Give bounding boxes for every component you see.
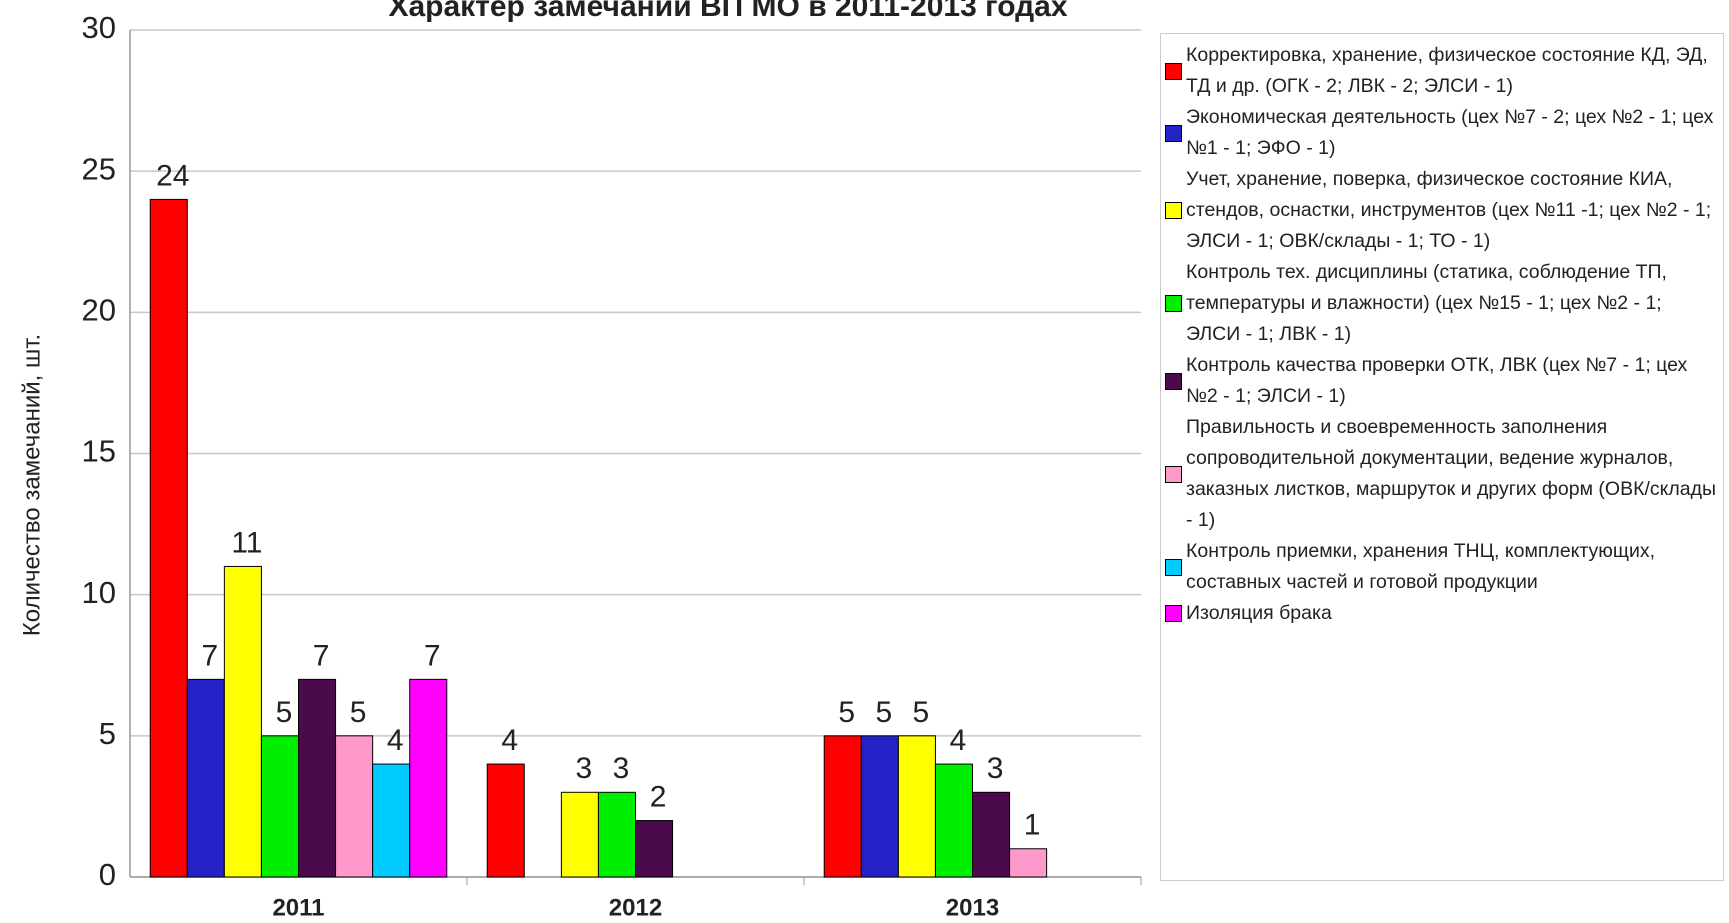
legend-swatch [1165,202,1182,219]
legend-swatch [1165,465,1182,483]
data-label: 3 [987,752,1004,785]
data-label: 5 [875,696,892,729]
bar [560,791,599,878]
bar [635,820,674,878]
bar [372,763,411,878]
legend-entry: Изоляция брака [1165,598,1719,629]
chart-title: Характер замечаний ВП МО в 2011-2013 год… [388,0,1067,23]
y-tick-label: 5 [99,716,116,751]
legend-entry: Экономическая деятельность (цех №7 - 2; … [1165,102,1719,164]
legend-swatch [1165,558,1182,576]
legend-entry: Контроль приемки, хранения ТНЦ, комплект… [1165,536,1719,598]
x-tick-label: 2012 [609,894,662,921]
legend-entry: Контроль тех. дисциплины (статика, соблю… [1165,257,1719,350]
legend-entry: Правильность и своевременность заполнени… [1165,412,1719,536]
x-tick-label: 2013 [946,894,999,921]
legend-label: Изоляция брака [1186,602,1332,624]
legend-label: Контроль тех. дисциплины (статика, соблю… [1186,261,1667,345]
y-axis-label: Количество замечаний, шт. [18,334,45,636]
x-tick-label: 2011 [272,894,324,921]
bar [934,763,973,878]
bar [149,198,188,878]
data-label: 3 [613,752,630,785]
bar [223,565,262,878]
bar [823,735,862,878]
legend-label: Правильность и своевременность заполнени… [1186,416,1716,531]
data-label: 7 [201,639,218,672]
bar [409,678,448,878]
data-label: 5 [276,696,293,729]
data-label: 5 [838,696,855,729]
data-label: 3 [576,752,593,785]
data-label: 4 [501,724,518,757]
legend: Корректировка, хранение, физическое сост… [1160,33,1724,881]
legend-entry: Контроль качества проверки ОТК, ЛВК (цех… [1165,350,1719,412]
legend-label: Корректировка, хранение, физическое сост… [1186,44,1708,97]
data-label: 4 [950,724,967,757]
data-label: 24 [156,159,189,192]
legend-label: Экономическая деятельность (цех №7 - 2; … [1186,106,1714,159]
data-label: 5 [350,696,367,729]
legend-entry: Корректировка, хранение, физическое сост… [1165,40,1719,102]
legend-swatch [1165,62,1182,80]
data-label: 11 [231,526,262,559]
data-label: 4 [387,724,404,757]
bar [186,678,225,878]
y-tick-label: 0 [99,857,116,892]
bar [260,735,299,878]
y-tick-label: 10 [82,575,116,610]
bar [972,791,1011,878]
legend-label: Контроль качества проверки ОТК, ЛВК (цех… [1186,354,1688,407]
data-label: 7 [313,639,330,672]
legend-entry: Учет, хранение, поверка, физическое сост… [1165,164,1719,257]
data-label: 2 [650,780,667,813]
legend-label: Учет, хранение, поверка, физическое сост… [1186,168,1712,252]
bar [486,763,525,878]
y-tick-label: 20 [82,293,116,328]
data-label: 1 [1024,809,1041,842]
legend-swatch [1165,124,1182,142]
bar [335,735,374,878]
legend-swatch [1165,372,1182,390]
data-label: 5 [913,696,930,729]
bar [860,735,899,878]
bar [298,678,337,878]
bar [597,791,636,878]
y-tick-label: 25 [82,151,116,186]
y-tick-label: 30 [82,10,116,45]
y-tick-label: 15 [82,434,116,469]
data-label: 7 [424,639,441,672]
legend-swatch [1165,605,1182,622]
legend-swatch [1165,295,1182,312]
bar [1009,848,1048,878]
bar [897,735,936,878]
legend-label: Контроль приемки, хранения ТНЦ, комплект… [1186,540,1656,593]
